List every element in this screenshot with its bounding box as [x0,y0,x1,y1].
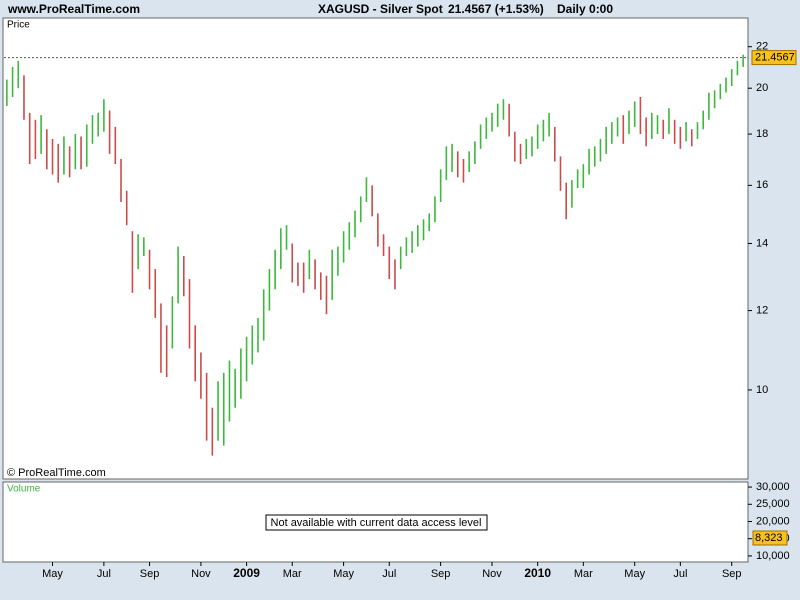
x-tick-label: Nov [191,568,211,580]
y-tick-label: 22 [756,41,768,53]
y-tick-label: 20 [756,82,768,94]
watermark: © ProRealTime.com [7,467,106,479]
source: www.ProRealTime.com [7,2,140,16]
x-tick-label: 2010 [524,566,551,580]
volume-label: Volume [7,484,41,495]
x-tick-label: May [333,568,354,580]
x-tick-label: Sep [722,568,742,580]
y-tick-label: 18 [756,128,768,140]
volume-y-tick-label: 30,000 [756,481,790,493]
timeframe: Daily 0:00 [557,2,613,16]
volume-y-tick-label: 20,000 [756,515,790,527]
x-tick-label: Sep [431,568,451,580]
x-tick-label: Sep [140,568,160,580]
y-tick-label: 12 [756,304,768,316]
x-tick-label: May [42,568,63,580]
y-label: Price [7,20,30,31]
subtitle: 21.4567 (+1.53%) [448,2,544,16]
last-volume-tag [752,530,788,546]
volume-y-tick-label: 25,000 [756,498,790,510]
message-box [265,514,488,531]
x-tick-label: May [624,568,645,580]
x-tick-label: Jul [382,568,396,580]
x-tick-label: 2009 [233,566,260,580]
volume-y-tick-label: 10,000 [756,550,790,562]
price-panel [2,17,749,480]
chart-title: XAGUSD - Silver Spot [318,2,443,16]
y-tick-label: 10 [756,384,768,396]
x-tick-label: Mar [283,568,302,580]
y-tick-label: 14 [756,237,768,249]
x-tick-label: Jul [673,568,687,580]
last-price-tag [751,50,797,66]
x-tick-label: Jul [97,568,111,580]
last-volume-label: 8,323 [755,532,783,544]
last-price-label: 21.4567 [755,52,795,64]
volume-message: Not available with current data access l… [271,517,482,529]
y-tick-label: 16 [756,179,768,191]
x-tick-label: Nov [482,568,502,580]
x-tick-label: Mar [574,568,593,580]
